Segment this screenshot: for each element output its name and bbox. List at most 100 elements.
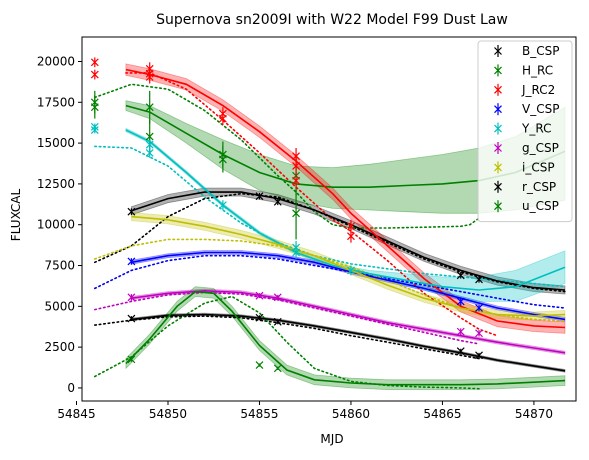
x-marker: [90, 70, 99, 79]
y-axis-ticks: 0 2500 5000 7500 10000 12500 15000 17500 20000: [37, 54, 82, 395]
point-j-rc2-11: [347, 229, 355, 243]
point-b-csp-1: [255, 192, 264, 201]
observed-points: [90, 57, 483, 373]
legend-marker: [494, 202, 502, 211]
x-marker: [456, 327, 465, 336]
x-marker: [347, 232, 355, 241]
legend-entry-v-csp: V_CSP: [494, 102, 559, 116]
point-v-csp-1: [456, 297, 465, 306]
y-axis-label: FLUXCAL: [9, 188, 23, 241]
x-tick-label: 54850: [149, 407, 187, 421]
point-j-rc2-6: [218, 112, 227, 126]
x-marker: [127, 207, 136, 216]
y-tick-label: 20000: [37, 54, 75, 68]
x-axis-ticks: 54845 54850 54855 54860 54865 54870: [57, 401, 553, 421]
model-lines: [125, 68, 566, 386]
model-line-j-rc2: [125, 68, 566, 329]
y-tick-label: 7500: [44, 259, 75, 273]
point-r-csp-4: [475, 351, 483, 360]
band-v-csp: [131, 250, 566, 322]
point-h-rc-5: [218, 146, 227, 173]
point-j-rc2-4: [145, 70, 154, 84]
point-g-csp-3: [456, 327, 465, 336]
x-marker: [456, 347, 465, 356]
y-tick-label: 0: [67, 381, 75, 395]
point-b-csp-3: [456, 271, 465, 280]
x-marker: [273, 317, 282, 326]
x-marker: [145, 132, 154, 141]
x-tick-label: 54870: [515, 407, 553, 421]
x-tick-label: 54855: [240, 407, 278, 421]
legend-entry-u-csp: u_CSP: [494, 199, 559, 213]
legend: B_CSP H_RC J_RC2 V_CSP Y_RC g_CSP i_CSP r_CSP u_…: [477, 40, 573, 223]
dotted-line-g-csp: [94, 291, 480, 345]
point-b-csp-2: [273, 197, 282, 206]
x-marker: [218, 155, 227, 164]
x-marker: [273, 197, 282, 206]
point-y-rc-6: [292, 245, 300, 259]
dotted-line-h-rc: [94, 83, 480, 229]
x-tick-label: 54865: [423, 407, 461, 421]
x-marker: [145, 73, 154, 81]
x-marker: [145, 148, 154, 157]
x-marker: [255, 291, 264, 300]
x-marker: [292, 209, 300, 218]
point-h-rc-1: [90, 95, 99, 119]
point-b-csp-0: [127, 207, 136, 216]
legend-label: u_CSP: [522, 199, 559, 213]
legend-marker: [494, 66, 502, 75]
y-tick-label: 5000: [44, 299, 75, 313]
x-marker: [127, 293, 136, 302]
x-marker: [273, 293, 282, 302]
point-h-rc-6: [292, 187, 300, 240]
legend-label: H_RC: [522, 63, 553, 77]
point-u-csp-1: [255, 361, 264, 370]
band-b-csp: [131, 187, 566, 295]
point-r-csp-1: [255, 313, 264, 322]
x-marker: [145, 140, 154, 149]
x-marker: [292, 162, 300, 170]
legend-label: Y_RC: [521, 122, 551, 136]
x-marker: [292, 152, 300, 161]
legend-label: r_CSP: [522, 180, 556, 194]
dotted-line-v-csp: [94, 254, 566, 309]
legend-marker: [494, 105, 502, 114]
dotted-line-u-csp: [94, 295, 480, 390]
point-u-csp-2: [273, 364, 282, 373]
band-g-csp: [131, 288, 566, 355]
point-j-rc2-8: [292, 157, 300, 175]
x-marker: [255, 313, 264, 322]
legend-marker: [494, 47, 502, 55]
y-tick-label: 2500: [44, 340, 75, 354]
legend-entry-b-csp: B_CSP: [494, 44, 559, 58]
dotted-line-r-csp: [94, 315, 480, 360]
point-v-csp-0: [127, 257, 136, 266]
point-h-rc-2: [145, 90, 154, 124]
x-marker: [475, 351, 483, 360]
legend-label: B_CSP: [522, 44, 559, 58]
x-marker: [90, 103, 99, 112]
point-b-csp-4: [475, 275, 483, 284]
x-marker: [475, 329, 483, 338]
legend-marker: [494, 85, 502, 94]
x-marker: [475, 304, 483, 312]
legend-label: J_RC2: [521, 83, 555, 97]
axes-frame: [81, 36, 577, 402]
point-v-csp-2: [475, 304, 483, 312]
x-marker: [475, 275, 483, 284]
model-line-g-csp: [131, 289, 566, 354]
point-y-rc-3: [145, 147, 154, 158]
legend-entry-r-csp: r_CSP: [494, 180, 556, 194]
legend-marker: [494, 124, 502, 133]
x-marker: [292, 176, 300, 185]
point-r-csp-3: [456, 347, 465, 356]
model-line-r-csp: [131, 313, 566, 372]
x-marker: [145, 103, 154, 112]
x-marker: [218, 114, 227, 123]
dotted-line-j-rc2: [125, 72, 499, 337]
dotted-model-lines: [94, 72, 566, 390]
legend-label: g_CSP: [522, 141, 559, 155]
x-marker: [255, 361, 264, 370]
x-marker: [456, 271, 465, 280]
